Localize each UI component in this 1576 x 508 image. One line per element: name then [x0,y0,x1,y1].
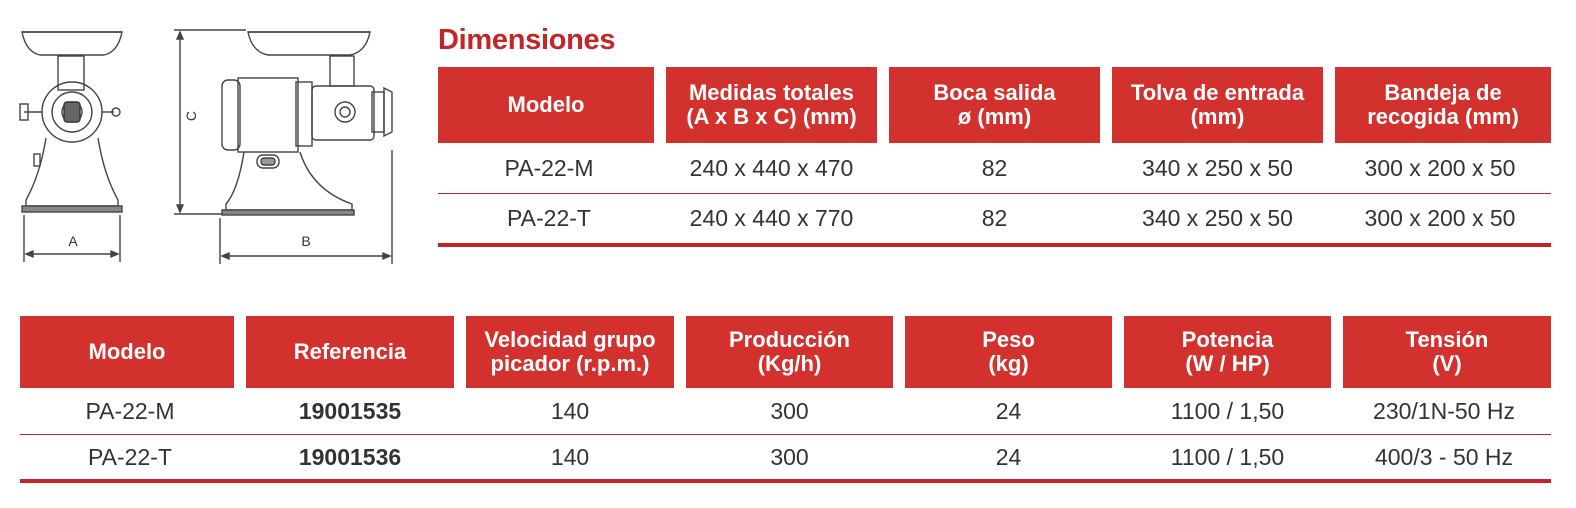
header-tolva-entrada: Tolva de entrada (mm) [1106,67,1329,143]
header-line: ø (mm) [957,104,1032,129]
cell-tension: 230/1N-50 Hz [1337,388,1551,435]
cell-modelo: PA-22-T [438,194,660,247]
cell-velocidad: 140 [460,435,680,483]
header-line: Bandeja de [1384,80,1502,105]
dimension-label-a: A [68,233,78,249]
header-boca-salida: Boca salida ø (mm) [883,67,1106,143]
header-potencia: Potencia (W / HP) [1118,316,1337,388]
header-bandeja-recogida: Bandeja de recogida (mm) [1329,67,1551,143]
section-title: Dimensiones [438,24,616,56]
header-peso: Peso (kg) [899,316,1118,388]
cell-tension: 400/3 - 50 Hz [1337,435,1551,483]
header-line: recogida (mm) [1367,104,1519,129]
front-view [19,31,123,213]
header-modelo: Modelo [438,67,660,143]
specifications-table: Modelo Referencia Velocidad grupo picador… [20,316,1551,483]
table-row: PA-22-T 240 x 440 x 770 82 340 x 250 x 5… [438,194,1551,247]
header-tension: Tensión (V) [1337,316,1551,388]
cell-referencia: 19001535 [240,388,460,435]
header-line: Tolva de entrada [1130,80,1305,105]
header-line: (A x B x C) (mm) [686,104,857,129]
cell-modelo: PA-22-T [20,435,240,483]
table-header-row: Modelo Referencia Velocidad grupo picador… [20,316,1551,388]
cell-boca: 82 [883,194,1106,247]
header-velocidad: Velocidad grupo picador (r.p.m.) [460,316,680,388]
header-referencia: Referencia [240,316,460,388]
header-line: Producción [728,327,850,352]
side-view [221,31,393,216]
cell-tolva: 340 x 250 x 50 [1106,194,1329,247]
header-line: picador (r.p.m.) [490,351,650,376]
header-line: Potencia [1181,327,1274,352]
cell-bandeja: 300 x 200 x 50 [1329,194,1551,247]
header-line: Tensión [1405,327,1489,352]
cell-peso: 24 [899,388,1118,435]
cell-modelo: PA-22-M [438,143,660,194]
header-line: (Kg/h) [757,351,822,376]
table-row: PA-22-T 19001536 140 300 24 1100 / 1,50 … [20,435,1551,483]
header-line: (kg) [988,351,1029,376]
header-line: Boca salida [933,80,1056,105]
cell-potencia: 1100 / 1,50 [1118,435,1337,483]
machine-diagram: A B C [19,29,393,264]
cell-potencia: 1100 / 1,50 [1118,388,1337,435]
cell-tolva: 340 x 250 x 50 [1106,143,1329,194]
header-line: Peso [982,327,1035,352]
cell-modelo: PA-22-M [20,388,240,435]
header-line: (mm) [1190,104,1245,129]
header-line: (V) [1432,351,1462,376]
header-medidas-totales: Medidas totales (A x B x C) (mm) [660,67,883,143]
table-row: PA-22-M 19001535 140 300 24 1100 / 1,50 … [20,388,1551,435]
dimension-label-b: B [301,233,310,249]
cell-produccion: 300 [680,388,899,435]
header-line: Velocidad grupo [484,327,656,352]
header-line: (W / HP) [1185,351,1270,376]
dimension-label-c: C [183,111,199,121]
cell-medidas: 240 x 440 x 770 [660,194,883,247]
cell-referencia: 19001536 [240,435,460,483]
header-modelo: Modelo [20,316,240,388]
cell-bandeja: 300 x 200 x 50 [1329,143,1551,194]
cell-peso: 24 [899,435,1118,483]
cell-boca: 82 [883,143,1106,194]
cell-velocidad: 140 [460,388,680,435]
table-header-row: Modelo Medidas totales (A x B x C) (mm) B… [438,67,1551,143]
dimensions-table: Modelo Medidas totales (A x B x C) (mm) B… [438,67,1551,247]
table-row: PA-22-M 240 x 440 x 470 82 340 x 250 x 5… [438,143,1551,194]
cell-medidas: 240 x 440 x 470 [660,143,883,194]
header-line: Medidas totales [688,80,855,105]
header-produccion: Producción (Kg/h) [680,316,899,388]
cell-produccion: 300 [680,435,899,483]
